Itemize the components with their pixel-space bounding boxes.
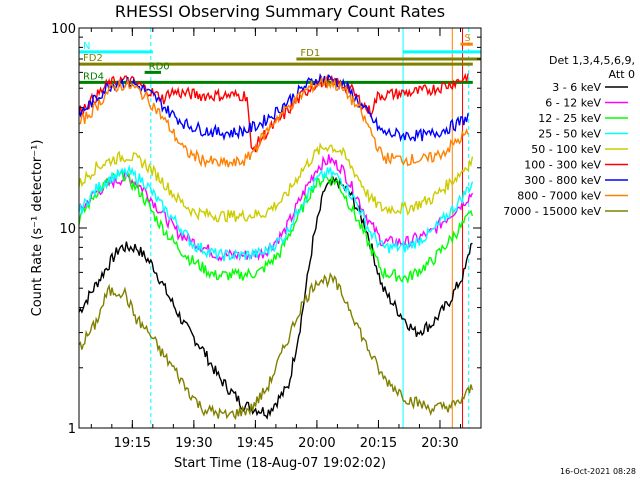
series-line-8 — [78, 272, 474, 421]
x-tick-label-5: 20:30 — [421, 436, 458, 451]
y-axis-label: Count Rate (s⁻¹ detector⁻¹) — [30, 140, 45, 317]
y-tick-label-2: 100 — [51, 22, 76, 37]
annotation-label-2: S — [464, 33, 470, 44]
legend-label-5: 100 - 300 keV — [524, 159, 601, 172]
legend: Det 1,3,4,5,6,9,Att 0 3 - 6 keV 6 - 12 keV… — [503, 54, 635, 218]
y-tick-label-0: 1 — [68, 422, 76, 437]
series-lines — [78, 72, 474, 421]
legend-label-6: 300 - 800 keV — [524, 174, 601, 187]
legend-label-1: 6 - 12 keV — [545, 97, 601, 110]
x-tick-label-3: 20:00 — [298, 436, 335, 451]
series-line-7 — [78, 75, 469, 169]
annotation-label-5: RD0 — [149, 61, 170, 72]
legend-label-4: 50 - 100 keV — [531, 143, 601, 156]
y-tick-label-1: 10 — [59, 222, 76, 237]
legend-label-3: 25 - 50 keV — [538, 128, 601, 141]
series-line-2 — [78, 169, 474, 285]
legend-title-line-1: Att 0 — [609, 68, 635, 81]
legend-label-0: 3 - 6 keV — [552, 81, 601, 94]
legend-title-line-0: Det 1,3,4,5,6,9, — [549, 54, 635, 67]
legend-label-8: 7000 - 15000 keV — [503, 205, 601, 218]
annotation-bars: N S FD1 FD2 RD0 RD4 — [79, 33, 481, 84]
annotation-label-0: N — [83, 41, 90, 52]
x-tick-label-1: 19:30 — [175, 436, 212, 451]
series-line-6 — [78, 72, 469, 143]
chart-title: RHESSI Observing Summary Count Rates — [115, 2, 445, 21]
series-line-4 — [78, 141, 474, 223]
legend-label-7: 800 - 7000 keV — [517, 190, 601, 203]
x-tick-label-0: 19:15 — [114, 436, 151, 451]
x-tick-label-4: 20:15 — [360, 436, 397, 451]
annotation-label-6: RD4 — [83, 71, 104, 82]
series-line-0 — [78, 175, 473, 420]
x-axis-label: Start Time (18-Aug-07 19:02:02) — [174, 456, 386, 471]
annotation-label-3: FD1 — [300, 48, 320, 59]
series-line-3 — [78, 164, 474, 262]
x-tick-label-2: 19:45 — [237, 436, 274, 451]
timestamp: 16-Oct-2021 08:28 — [560, 467, 636, 476]
annotation-label-4: FD2 — [83, 53, 103, 64]
legend-label-2: 12 - 25 keV — [538, 112, 601, 125]
axes: 19:15 19:30 19:45 20:00 20:15 20:30 1 10 100 — [51, 22, 481, 451]
